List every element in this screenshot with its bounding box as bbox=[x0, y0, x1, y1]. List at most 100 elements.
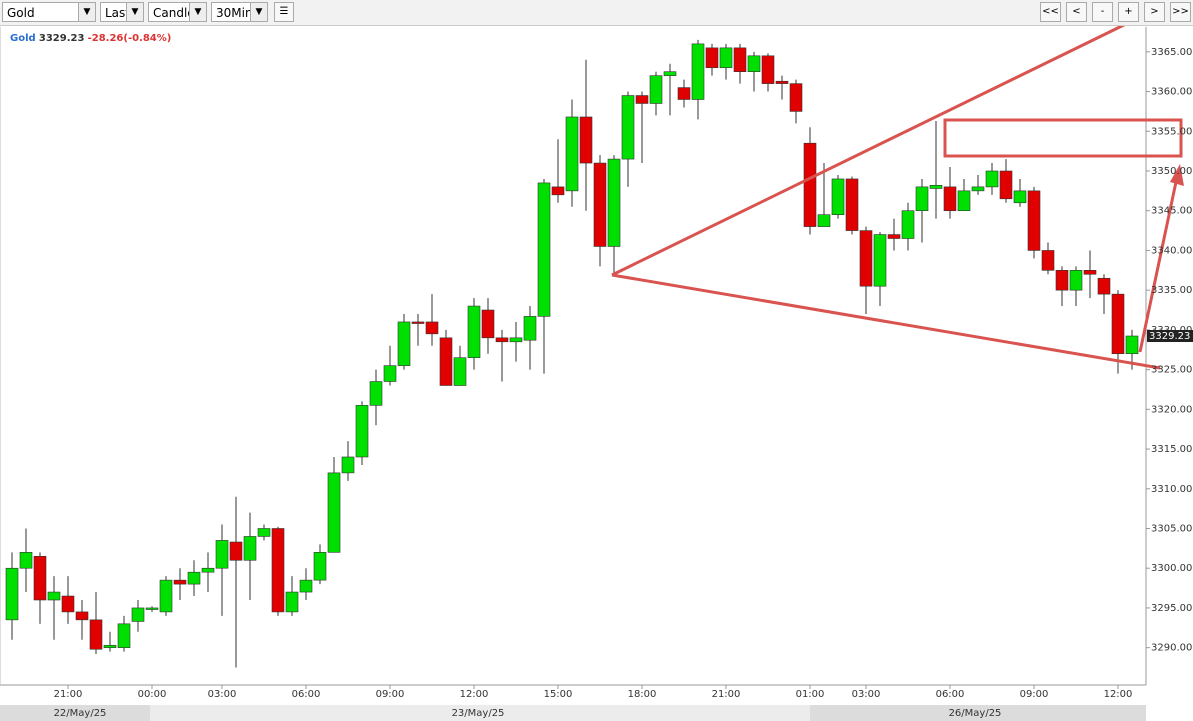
candle-body bbox=[817, 214, 831, 227]
nav-button[interactable]: - bbox=[1092, 2, 1113, 22]
x-tick-label: 15:00 bbox=[544, 689, 573, 700]
candle-body bbox=[831, 178, 845, 215]
nav-button[interactable]: + bbox=[1118, 2, 1139, 22]
candle-body bbox=[705, 47, 719, 69]
symbol-text: Gold bbox=[7, 6, 35, 20]
x-tick-label: 09:00 bbox=[376, 689, 405, 700]
candle-body bbox=[47, 591, 61, 601]
candle-body bbox=[159, 579, 173, 613]
candles bbox=[5, 39, 1139, 668]
candle-body bbox=[733, 47, 747, 72]
candle-body bbox=[1125, 335, 1139, 355]
candle-body bbox=[173, 579, 187, 585]
candle-body bbox=[957, 190, 971, 212]
price-text: Last bbox=[105, 6, 130, 20]
candle-body bbox=[89, 619, 103, 650]
candle-body bbox=[369, 381, 383, 406]
candle-body bbox=[929, 184, 943, 189]
style-text: Candle bbox=[153, 6, 195, 20]
candle-body bbox=[117, 623, 131, 648]
x-tick-label: 12:00 bbox=[1104, 689, 1133, 700]
trend-line bbox=[611, 273, 1161, 370]
candle-body bbox=[327, 472, 341, 553]
candle-body bbox=[271, 528, 285, 613]
annotations bbox=[611, 20, 1184, 370]
price-select[interactable]: Last ▼ bbox=[100, 2, 144, 22]
x-tick-label: 01:00 bbox=[796, 689, 825, 700]
candle-body bbox=[453, 357, 467, 386]
candle-body bbox=[607, 158, 621, 247]
price-tag: 3329.23 bbox=[1149, 331, 1190, 342]
candle-body bbox=[75, 611, 89, 621]
candle-body bbox=[5, 567, 19, 621]
candle-body bbox=[859, 230, 873, 287]
candle-body bbox=[19, 552, 33, 569]
candle-body bbox=[201, 567, 215, 573]
nav-button[interactable]: >> bbox=[1170, 2, 1191, 22]
y-tick-label: 3350.00 bbox=[1151, 166, 1192, 177]
date-label: 22/May/25 bbox=[54, 708, 107, 719]
interval-text: 30Min bbox=[216, 6, 253, 20]
candle-body bbox=[1013, 190, 1027, 204]
candle-body bbox=[481, 309, 495, 339]
settings-button[interactable]: ☰ bbox=[274, 2, 294, 22]
y-tick-label: 3310.00 bbox=[1151, 484, 1192, 495]
legend: Gold 3329.23 -28.26(-0.84%) bbox=[10, 33, 171, 44]
nav-button[interactable]: < bbox=[1066, 2, 1087, 22]
candle-body bbox=[1111, 293, 1125, 355]
candle-body bbox=[971, 186, 985, 192]
candle-body bbox=[943, 186, 957, 212]
y-tick-label: 3335.00 bbox=[1151, 285, 1192, 296]
candle-body bbox=[775, 80, 789, 84]
target-box bbox=[943, 118, 1183, 158]
candle-body bbox=[691, 43, 705, 100]
candle-body bbox=[789, 83, 803, 112]
x-tick-label: 12:00 bbox=[460, 689, 489, 700]
y-tick-label: 3365.00 bbox=[1151, 47, 1192, 58]
candle-body bbox=[663, 71, 677, 76]
candle-body bbox=[845, 178, 859, 231]
candle-body bbox=[985, 170, 999, 188]
y-tick-label: 3295.00 bbox=[1151, 603, 1192, 614]
date-band bbox=[810, 705, 1146, 721]
candle-body bbox=[1097, 277, 1111, 295]
dropdown-arrow: ▼ bbox=[250, 3, 267, 21]
arrow bbox=[1138, 181, 1178, 353]
nav-button[interactable]: << bbox=[1040, 2, 1061, 22]
x-tick-label: 18:00 bbox=[628, 689, 657, 700]
dropdown-arrow: ▼ bbox=[78, 3, 95, 21]
symbol-select[interactable]: Gold ▼ bbox=[2, 2, 96, 22]
candle-body bbox=[551, 186, 565, 196]
x-tick-label: 06:00 bbox=[936, 689, 965, 700]
y-tick-label: 3315.00 bbox=[1151, 444, 1192, 455]
candle-body bbox=[131, 607, 145, 622]
date-label: 23/May/25 bbox=[452, 708, 505, 719]
interval-select[interactable]: 30Min ▼ bbox=[211, 2, 268, 22]
candle-body bbox=[649, 75, 663, 104]
nav-button[interactable]: > bbox=[1144, 2, 1165, 22]
candle-body bbox=[1041, 250, 1055, 271]
candle-body bbox=[761, 55, 775, 84]
y-tick-label: 3290.00 bbox=[1151, 643, 1192, 654]
style-select[interactable]: Candle ▼ bbox=[148, 2, 207, 22]
candle-body bbox=[537, 182, 551, 317]
candle-body bbox=[509, 337, 523, 343]
candle-body bbox=[1055, 270, 1069, 291]
candle-body bbox=[145, 607, 159, 610]
legend-price: 3329.23 bbox=[39, 33, 85, 44]
candle-body bbox=[383, 365, 397, 382]
legend-symbol: Gold bbox=[10, 33, 36, 44]
candle-body bbox=[1083, 270, 1097, 275]
y-tick-label: 3340.00 bbox=[1151, 245, 1192, 256]
candle-body bbox=[719, 47, 733, 69]
candle-body bbox=[397, 321, 411, 366]
candle-body bbox=[411, 321, 425, 324]
y-tick-label: 3300.00 bbox=[1151, 563, 1192, 574]
candle-body bbox=[467, 305, 481, 358]
x-tick-label: 00:00 bbox=[138, 689, 167, 700]
candle-body bbox=[635, 95, 649, 104]
x-tick-label: 03:00 bbox=[852, 689, 881, 700]
x-tick-label: 09:00 bbox=[1020, 689, 1049, 700]
candle-body bbox=[355, 405, 369, 458]
